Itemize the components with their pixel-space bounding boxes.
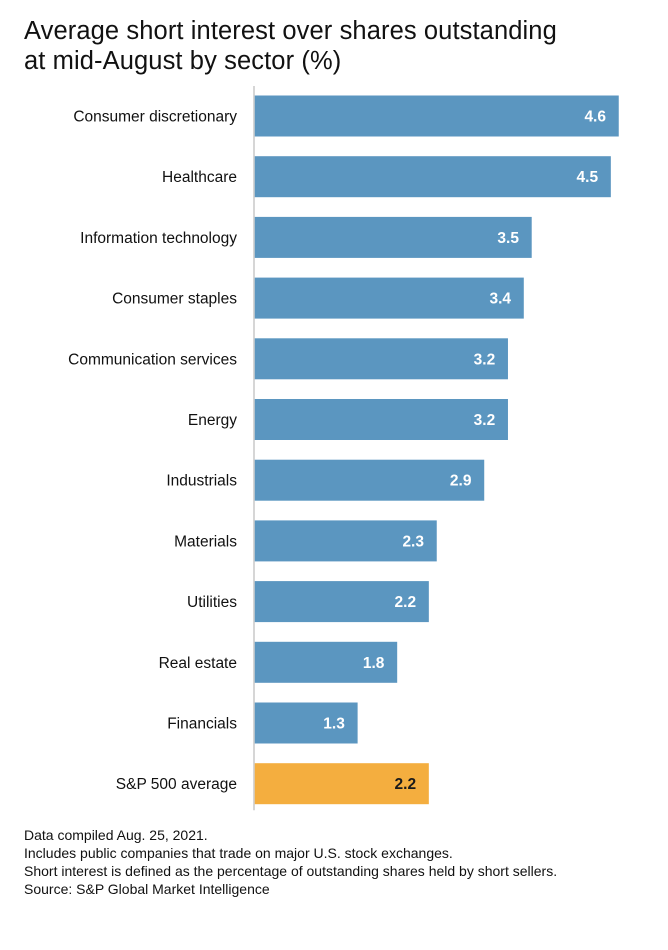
category-label-consumer-discretionary: Consumer discretionary (73, 109, 237, 126)
bar-financials (254, 702, 358, 744)
category-label-communication-services: Communication services (68, 351, 237, 368)
category-label-consumer-staples: Consumer staples (112, 291, 237, 308)
bar-sandp-500-average (254, 763, 429, 805)
value-label-financials: 1.3 (323, 716, 345, 733)
bar-real-estate (254, 641, 398, 683)
value-label-utilities: 2.2 (395, 594, 417, 611)
value-label-real-estate: 1.8 (363, 655, 385, 672)
value-label-energy: 3.2 (474, 412, 496, 429)
value-label-industrials: 2.9 (450, 473, 472, 490)
value-label-sandp-500-average: 2.2 (395, 776, 417, 793)
bar-chart: Consumer discretionary 4.6 Healthcare 4.5 In… (68, 86, 619, 811)
category-label-utilities: Utilities (187, 594, 237, 611)
chart-title-line-2: at mid-August by sector (%) (24, 47, 342, 75)
bar-consumer-staples (254, 277, 524, 319)
category-label-industrials: Industrials (166, 473, 237, 490)
category-label-materials: Materials (174, 533, 237, 550)
bar-materials (254, 520, 437, 562)
category-label-healthcare: Healthcare (162, 169, 237, 186)
category-label-energy: Energy (188, 412, 237, 429)
bar-healthcare (254, 156, 611, 198)
chart-notes: Data compiled Aug. 25, 2021. Includes pu… (24, 826, 644, 898)
bar-communication-services (254, 338, 508, 380)
bar-utilities (254, 581, 429, 623)
value-label-consumer-staples: 3.4 (489, 291, 511, 308)
bar-industrials (254, 459, 485, 501)
bar-consumer-discretionary (254, 95, 619, 137)
value-label-healthcare: 4.5 (577, 169, 599, 186)
category-label-sandp-500-average: S&P 500 average (116, 776, 237, 793)
note-included-companies: Includes public companies that trade on … (24, 845, 453, 861)
note-short-interest-definition: Short interest is defined as the percent… (24, 863, 558, 879)
chart-title-line-1: Average short interest over shares outst… (24, 17, 557, 45)
category-label-real-estate: Real estate (159, 655, 237, 672)
note-source: Source: S&P Global Market Intelligence (24, 881, 270, 897)
note-data-compiled: Data compiled Aug. 25, 2021. (24, 827, 208, 843)
bar-energy (254, 399, 508, 440)
category-label-financials: Financials (167, 716, 237, 733)
value-label-communication-services: 3.2 (474, 351, 496, 368)
bar-information-technology (254, 216, 532, 258)
value-label-materials: 2.3 (402, 533, 424, 550)
category-label-information-technology: Information technology (80, 230, 237, 247)
chart-title: Average short interest over shares outst… (24, 16, 654, 76)
value-label-information-technology: 3.5 (497, 230, 519, 247)
value-label-consumer-discretionary: 4.6 (584, 109, 606, 126)
